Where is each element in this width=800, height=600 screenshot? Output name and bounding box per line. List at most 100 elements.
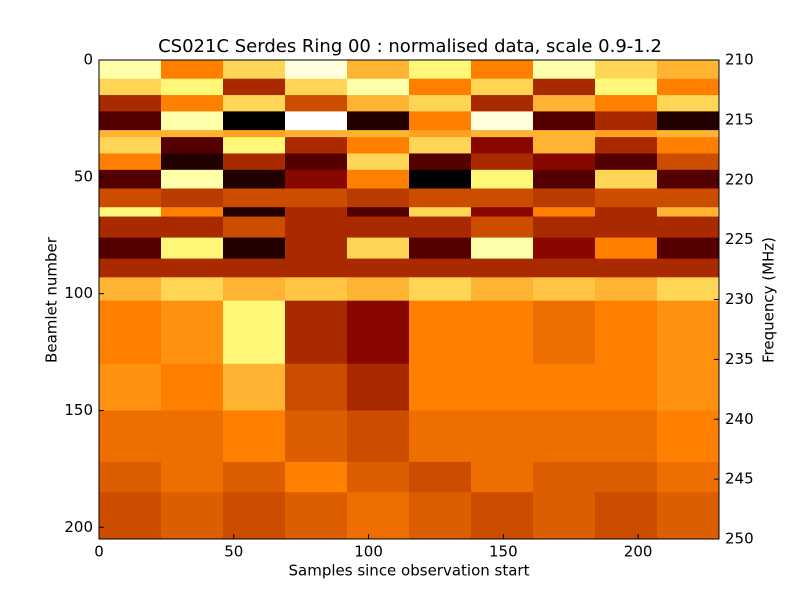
heatmap-cell bbox=[223, 60, 286, 80]
heatmap-cell bbox=[285, 78, 348, 96]
heatmap-cell bbox=[347, 130, 410, 138]
heatmap-cell bbox=[471, 130, 534, 138]
x-tick-label: 200 bbox=[624, 543, 653, 561]
heatmap-cell bbox=[595, 169, 658, 190]
heatmap-cell bbox=[657, 277, 720, 302]
heatmap-cell bbox=[161, 410, 224, 463]
heatmap-cell bbox=[285, 60, 348, 80]
heatmap-cell bbox=[657, 111, 720, 131]
heatmap-cell bbox=[223, 169, 286, 190]
heatmap-cell bbox=[161, 492, 224, 540]
heatmap-cell bbox=[285, 207, 348, 218]
heatmap-cell bbox=[161, 60, 224, 80]
heatmap-cell bbox=[471, 492, 534, 540]
heatmap-cell bbox=[223, 137, 286, 154]
heatmap-cell bbox=[223, 78, 286, 96]
y-tick-label: 200 bbox=[64, 518, 93, 536]
heatmap-cell bbox=[595, 237, 658, 260]
heatmap-cell bbox=[595, 258, 658, 278]
axes: 0 50 100 150 2000501001502002102152202252302… bbox=[64, 51, 753, 561]
heatmap-cell bbox=[595, 277, 658, 302]
heatmap-cell bbox=[161, 95, 224, 112]
heatmap-cell bbox=[99, 137, 162, 154]
heatmap-cell bbox=[595, 300, 658, 365]
heatmap-cell bbox=[533, 130, 596, 138]
x-axis-label: Samples since observation start bbox=[289, 562, 530, 580]
heatmap-cell bbox=[99, 169, 162, 190]
heatmap-cell bbox=[533, 363, 596, 411]
heatmap-cell bbox=[409, 492, 472, 540]
heatmap-cell bbox=[409, 153, 472, 171]
heatmap-cell bbox=[223, 258, 286, 278]
y2-tick-label: 250 bbox=[725, 530, 754, 548]
heatmap-cell bbox=[533, 216, 596, 239]
heatmap-cell bbox=[285, 492, 348, 540]
heatmap-cell bbox=[99, 492, 162, 540]
heatmap-cell bbox=[99, 300, 162, 365]
heatmap-cell bbox=[223, 237, 286, 260]
heatmap-cell bbox=[285, 277, 348, 302]
x-tick-label: 0 bbox=[94, 543, 104, 561]
heatmap-cell bbox=[223, 130, 286, 138]
heatmap-cell bbox=[161, 188, 224, 208]
heatmap-cell bbox=[409, 237, 472, 260]
heatmap-cell bbox=[409, 111, 472, 131]
heatmap-cell bbox=[471, 258, 534, 278]
heatmap-cell bbox=[409, 363, 472, 411]
heatmap-cell bbox=[657, 492, 720, 540]
heatmap-cell bbox=[409, 130, 472, 138]
heatmap-cell bbox=[161, 78, 224, 96]
heatmap-cell bbox=[347, 277, 410, 302]
heatmap-cell bbox=[533, 78, 596, 96]
heatmap-cell bbox=[99, 78, 162, 96]
y2-tick-label: 215 bbox=[725, 110, 754, 128]
heatmap-cell bbox=[285, 169, 348, 190]
heatmap-cell bbox=[533, 169, 596, 190]
heatmap-cell bbox=[161, 153, 224, 171]
heatmap-cell bbox=[99, 237, 162, 260]
heatmap-cell bbox=[285, 300, 348, 365]
heatmap-cell bbox=[471, 188, 534, 208]
heatmap-cell bbox=[285, 258, 348, 278]
heatmap-cell bbox=[595, 60, 658, 80]
heatmap-cell bbox=[347, 169, 410, 190]
heatmap-cell bbox=[347, 258, 410, 278]
heatmap-cell bbox=[223, 461, 286, 493]
heatmap-cell bbox=[471, 111, 534, 131]
chart-title: CS021C Serdes Ring 00 : normalised data,… bbox=[158, 36, 662, 57]
heatmap-cell bbox=[595, 78, 658, 96]
y2-tick-label: 245 bbox=[725, 470, 754, 488]
y2-tick-label: 225 bbox=[725, 230, 754, 248]
heatmap-cell bbox=[657, 410, 720, 463]
heatmap-cell bbox=[347, 111, 410, 131]
heatmap-cell bbox=[409, 461, 472, 493]
heatmap-cell bbox=[533, 60, 596, 80]
heatmap-cell bbox=[409, 277, 472, 302]
heatmap-cell bbox=[285, 363, 348, 411]
heatmap-cell bbox=[409, 169, 472, 190]
heatmap-cell bbox=[161, 111, 224, 131]
heatmap-cell bbox=[347, 95, 410, 112]
heatmap-cell bbox=[657, 169, 720, 190]
heatmap-cell bbox=[533, 207, 596, 218]
heatmap-cell bbox=[409, 207, 472, 218]
y-tick-label: 100 bbox=[64, 284, 93, 302]
heatmap-cell bbox=[285, 237, 348, 260]
y2-tick-label: 210 bbox=[725, 51, 754, 69]
heatmap-cell bbox=[533, 137, 596, 154]
heatmap-cell bbox=[471, 207, 534, 218]
heatmap-cell bbox=[99, 130, 162, 138]
heatmap-cell bbox=[223, 95, 286, 112]
heatmap-cell bbox=[533, 258, 596, 278]
heatmap-cell bbox=[657, 363, 720, 411]
heatmap-cell bbox=[657, 137, 720, 154]
heatmap-cell bbox=[347, 300, 410, 365]
heatmap-cell bbox=[657, 78, 720, 96]
heatmap-cell bbox=[657, 60, 720, 80]
heatmap-cell bbox=[161, 207, 224, 218]
heatmap-cell bbox=[657, 207, 720, 218]
x-tick-label: 50 bbox=[224, 543, 243, 561]
heatmap-cell bbox=[99, 363, 162, 411]
heatmap-cell bbox=[471, 237, 534, 260]
